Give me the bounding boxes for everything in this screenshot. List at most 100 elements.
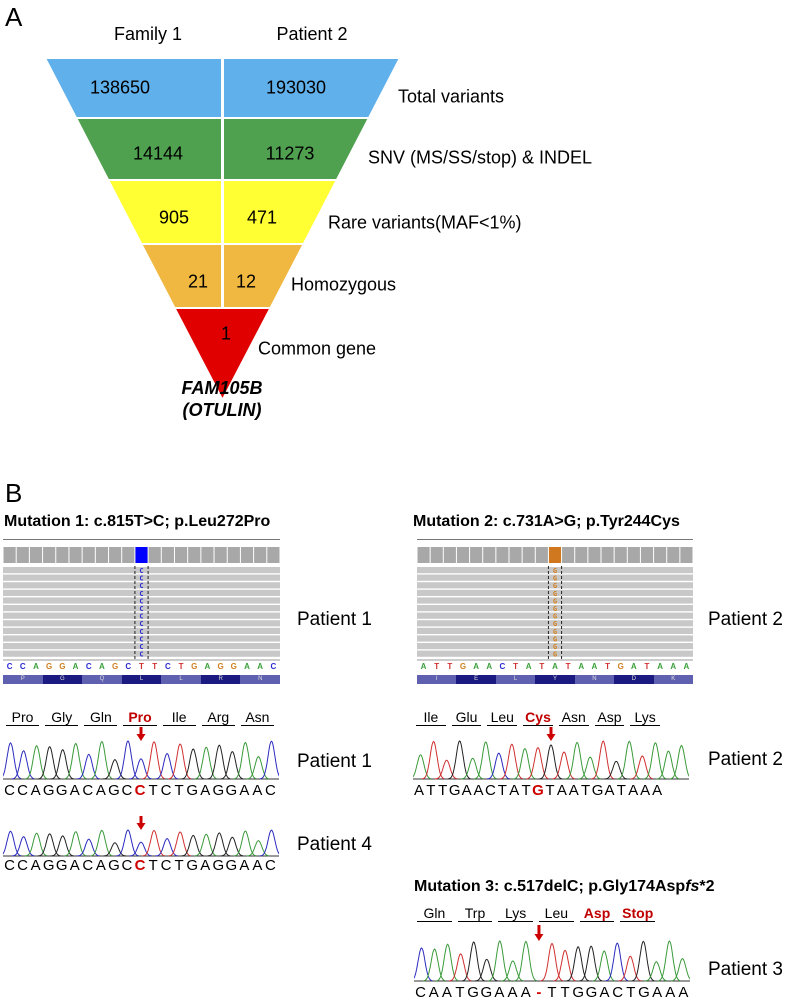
trace-peak-G xyxy=(103,842,126,857)
trace-peak-A xyxy=(513,940,537,982)
read-bar xyxy=(3,589,280,596)
count-snv-patient2: 11273 xyxy=(265,143,315,164)
variant-base: G xyxy=(553,620,557,628)
base-letter: A xyxy=(69,782,80,799)
panel-b-letter: B xyxy=(5,478,23,508)
coverage-bar xyxy=(43,547,56,563)
base-letter: A xyxy=(640,782,651,799)
base-letter: A xyxy=(441,984,452,1001)
base-letter: G xyxy=(42,857,55,874)
coverage-bar xyxy=(509,547,522,563)
read-bar xyxy=(417,589,693,596)
amino-acid-label: Gln xyxy=(84,709,118,726)
mutation1-title: Mutation 1: c.815T>C; p.Leu272Pro xyxy=(4,513,271,530)
base-letter: A xyxy=(461,782,472,799)
trace-peak-G xyxy=(37,833,61,857)
coverage-bar xyxy=(522,547,535,563)
coverage-bar xyxy=(443,547,456,563)
amino-acid-label: Gly xyxy=(45,709,79,726)
base-letter: C xyxy=(265,857,276,874)
base-letter: C xyxy=(17,857,28,874)
coverage-bar xyxy=(95,547,109,563)
base-letter: T xyxy=(174,857,184,874)
trace-peak-C xyxy=(155,752,178,780)
trace-peak-G xyxy=(207,832,231,857)
base-letter: A xyxy=(652,984,663,1001)
trace-peak-G xyxy=(181,834,205,857)
amino-acid-label: Asp xyxy=(594,709,625,726)
base-letter: G xyxy=(212,857,225,874)
trace-peak-C xyxy=(3,742,22,780)
base-letter: T xyxy=(148,782,158,799)
trace-peak-A xyxy=(194,833,218,857)
trace-peak-A xyxy=(246,755,270,780)
base-letter: G xyxy=(225,782,238,799)
amino-acid-label: Cys xyxy=(523,709,553,726)
base-letter: A xyxy=(509,782,520,799)
mutation-arrow-icon xyxy=(136,727,146,741)
trace-peak-T xyxy=(553,949,576,982)
trace-peak-G xyxy=(566,945,590,982)
amino-acid-label: Asp xyxy=(579,905,615,922)
trace-peak-C xyxy=(128,758,152,780)
base-letter: T xyxy=(148,857,158,874)
trace-peak-C xyxy=(76,838,100,857)
trace-peak-G xyxy=(220,750,244,780)
amino-acid-label: Leu xyxy=(539,905,574,922)
coverage-bar xyxy=(148,547,161,563)
coverage-bar xyxy=(201,547,214,563)
trace-peak-T xyxy=(499,743,523,780)
coverage-bar xyxy=(430,547,443,563)
coverage-bar xyxy=(562,547,575,563)
trace-peak-T xyxy=(434,759,458,780)
base-letter: C xyxy=(4,857,15,874)
base-letter: T xyxy=(547,984,557,1001)
variant-base: C xyxy=(139,635,143,643)
read-bar xyxy=(3,635,280,642)
trace-peak-G xyxy=(37,746,61,780)
trace-peak-G xyxy=(207,744,231,780)
igv2-patient-label: Patient 2 xyxy=(708,609,783,630)
trace-peak-G xyxy=(102,758,126,780)
base-letter: A xyxy=(252,857,263,874)
coverage-bar xyxy=(601,547,614,563)
read-bar xyxy=(417,597,693,604)
base-letter: T xyxy=(174,782,184,799)
variant-base: C xyxy=(139,605,143,613)
mutation-arrow-icon xyxy=(136,816,146,830)
panel-a-letter: A xyxy=(5,2,23,32)
count-rare-patient2: 471 xyxy=(246,207,278,228)
mutation3-title-fs: fs xyxy=(685,878,700,895)
base-letter: T xyxy=(560,984,570,1001)
base-letter: C xyxy=(415,984,426,1001)
variant-base: C xyxy=(139,643,143,651)
base-letter: C xyxy=(121,857,133,874)
coverage-bar xyxy=(122,547,135,563)
coverage-bar xyxy=(3,547,16,563)
gene-alias: (OTULIN) xyxy=(182,400,262,420)
mutation-arrow-icon xyxy=(546,727,556,741)
read-bar xyxy=(417,567,693,574)
trace-patient4-label: Patient 4 xyxy=(297,834,372,855)
read-bar xyxy=(3,627,280,634)
variant-base: G xyxy=(553,590,557,598)
variant-base: C xyxy=(139,575,143,583)
amino-acid-label: Lys xyxy=(498,905,534,922)
trace-peak-G xyxy=(579,945,603,982)
trace-peak-C xyxy=(259,740,279,780)
base-letter: G xyxy=(212,782,225,799)
trace-peak-C xyxy=(414,947,433,982)
amino-acid-label: Ile xyxy=(162,709,196,726)
coverage-bar xyxy=(417,547,430,563)
trace-patient1-label: Patient 1 xyxy=(297,751,372,772)
variant-base: G xyxy=(553,635,557,643)
trace-peak-A xyxy=(512,747,536,780)
coverage-bar xyxy=(135,547,148,563)
coverage-bar xyxy=(654,547,667,563)
amino-acid-label: Asn xyxy=(558,709,589,726)
coverage-bar xyxy=(56,547,69,563)
read-bar xyxy=(3,612,280,619)
variant-base: G xyxy=(553,613,557,621)
